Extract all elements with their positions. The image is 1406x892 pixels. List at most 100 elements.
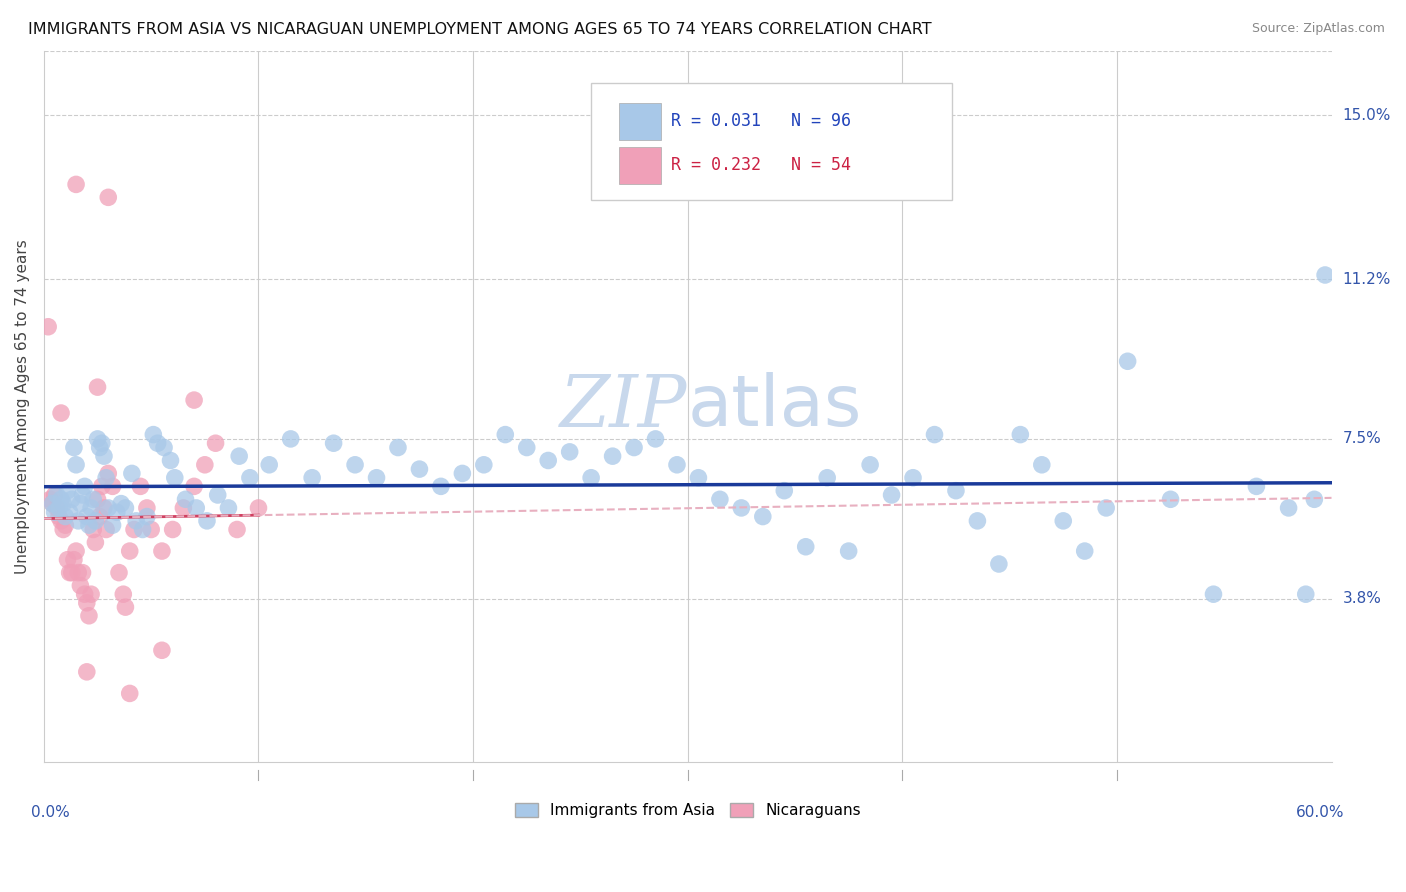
Point bbox=[1052, 514, 1074, 528]
Bar bbox=[620, 103, 661, 140]
Point bbox=[52, 497, 75, 511]
Point bbox=[122, 523, 145, 537]
Point bbox=[53, 518, 76, 533]
Point bbox=[76, 596, 98, 610]
Point bbox=[118, 686, 141, 700]
Point bbox=[93, 449, 115, 463]
Point bbox=[247, 500, 270, 515]
Point bbox=[110, 497, 132, 511]
Point bbox=[558, 445, 581, 459]
Point bbox=[752, 509, 775, 524]
Point bbox=[945, 483, 967, 498]
Point bbox=[73, 587, 96, 601]
Point bbox=[129, 479, 152, 493]
Point bbox=[86, 432, 108, 446]
Point bbox=[82, 523, 104, 537]
Point bbox=[45, 500, 67, 515]
Point bbox=[37, 319, 59, 334]
Point bbox=[142, 427, 165, 442]
Point bbox=[97, 467, 120, 481]
Point bbox=[86, 492, 108, 507]
Point bbox=[344, 458, 367, 472]
Point bbox=[430, 479, 453, 493]
Point bbox=[494, 427, 516, 442]
Point bbox=[688, 471, 710, 485]
Text: IMMIGRANTS FROM ASIA VS NICARAGUAN UNEMPLOYMENT AMONG AGES 65 TO 74 YEARS CORREL: IMMIGRANTS FROM ASIA VS NICARAGUAN UNEMP… bbox=[28, 22, 932, 37]
Point bbox=[73, 479, 96, 493]
Point bbox=[84, 535, 107, 549]
Point bbox=[90, 436, 112, 450]
Point bbox=[172, 500, 194, 515]
Point bbox=[162, 523, 184, 537]
Point bbox=[135, 509, 157, 524]
Text: 15.0%: 15.0% bbox=[1343, 108, 1391, 123]
Point bbox=[108, 566, 131, 580]
Point bbox=[86, 380, 108, 394]
Point bbox=[59, 505, 82, 519]
Point bbox=[301, 471, 323, 485]
Point bbox=[239, 471, 262, 485]
Point bbox=[1313, 268, 1336, 282]
Text: 7.5%: 7.5% bbox=[1343, 432, 1381, 446]
Point bbox=[72, 566, 94, 580]
Point bbox=[623, 441, 645, 455]
Legend: Immigrants from Asia, Nicaraguans: Immigrants from Asia, Nicaraguans bbox=[508, 796, 869, 826]
Point bbox=[69, 578, 91, 592]
Point bbox=[1116, 354, 1139, 368]
Point bbox=[48, 509, 70, 524]
Point bbox=[1295, 587, 1317, 601]
Point bbox=[59, 566, 82, 580]
Point bbox=[665, 458, 688, 472]
Point bbox=[880, 488, 903, 502]
Point bbox=[1277, 500, 1299, 515]
Point bbox=[366, 471, 388, 485]
Point bbox=[1095, 500, 1118, 515]
Point bbox=[89, 509, 111, 524]
Point bbox=[135, 500, 157, 515]
Point bbox=[815, 471, 838, 485]
Point bbox=[150, 544, 173, 558]
Point bbox=[1303, 492, 1326, 507]
Point bbox=[82, 492, 104, 507]
Point bbox=[41, 497, 63, 511]
Point bbox=[112, 587, 135, 601]
Point bbox=[60, 492, 83, 507]
Bar bbox=[620, 147, 661, 184]
Text: Source: ZipAtlas.com: Source: ZipAtlas.com bbox=[1251, 22, 1385, 36]
Point bbox=[94, 471, 117, 485]
Point bbox=[141, 523, 163, 537]
Point bbox=[602, 449, 624, 463]
Point bbox=[163, 471, 186, 485]
Point bbox=[280, 432, 302, 446]
Point bbox=[183, 479, 205, 493]
Point bbox=[44, 505, 66, 519]
Point bbox=[90, 479, 112, 493]
Point bbox=[195, 514, 218, 528]
Point bbox=[118, 544, 141, 558]
Point bbox=[65, 544, 87, 558]
Text: ZIP: ZIP bbox=[561, 371, 688, 442]
Point bbox=[65, 458, 87, 472]
Point bbox=[105, 505, 128, 519]
Point bbox=[67, 514, 90, 528]
Point bbox=[80, 587, 103, 601]
Point bbox=[97, 190, 120, 204]
Text: atlas: atlas bbox=[688, 372, 862, 441]
Point bbox=[987, 557, 1010, 571]
Point bbox=[408, 462, 430, 476]
Point bbox=[228, 449, 250, 463]
Point bbox=[516, 441, 538, 455]
Point bbox=[56, 483, 79, 498]
Point bbox=[153, 441, 176, 455]
Point bbox=[121, 467, 143, 481]
Point bbox=[186, 500, 208, 515]
Point bbox=[45, 488, 67, 502]
Point bbox=[217, 500, 239, 515]
Text: 0.0%: 0.0% bbox=[31, 805, 70, 820]
Point bbox=[93, 500, 115, 515]
Point bbox=[794, 540, 817, 554]
Point bbox=[537, 453, 560, 467]
Point bbox=[125, 514, 148, 528]
Point bbox=[77, 518, 100, 533]
Point bbox=[1160, 492, 1182, 507]
